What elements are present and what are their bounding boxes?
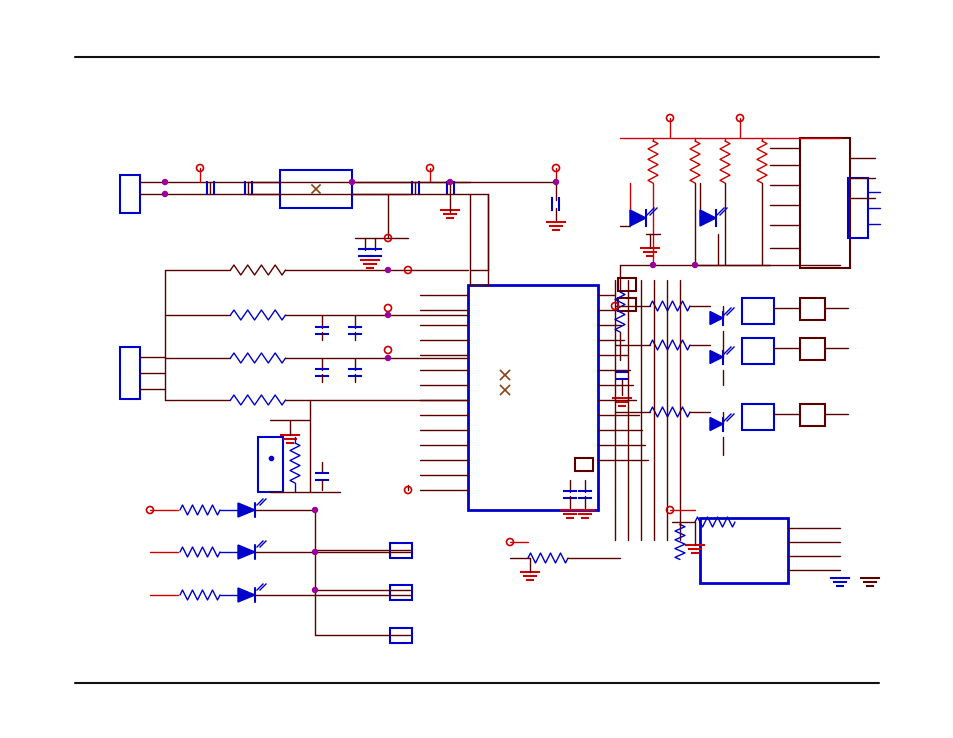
Circle shape [692,263,697,267]
Bar [390,585,412,600]
Circle shape [385,356,390,360]
Polygon shape [709,418,722,430]
Bar [120,175,140,213]
Bar [700,518,787,583]
Circle shape [162,179,168,184]
Circle shape [385,312,390,317]
Bar [257,437,283,492]
Circle shape [553,179,558,184]
Circle shape [349,179,355,184]
Bar [390,628,412,643]
Bar [575,458,593,471]
Circle shape [313,587,317,593]
Bar [800,404,824,426]
Polygon shape [629,210,645,226]
Bar [800,138,849,268]
Bar [800,298,824,320]
Bar [468,285,598,510]
Bar [847,178,867,238]
Polygon shape [709,311,722,325]
Bar [618,278,636,291]
Bar [120,347,140,399]
Bar [390,543,412,558]
Circle shape [447,179,452,184]
Bar [800,338,824,360]
Polygon shape [709,351,722,364]
Bar [741,338,773,364]
Bar [741,298,773,324]
Circle shape [313,508,317,512]
Bar [280,170,352,208]
Circle shape [385,267,390,272]
Polygon shape [237,503,254,517]
Bar [618,298,636,311]
Polygon shape [237,545,254,559]
Circle shape [162,191,168,196]
Circle shape [650,263,655,267]
Bar [741,404,773,430]
Polygon shape [700,210,716,226]
Polygon shape [237,588,254,602]
Circle shape [313,550,317,554]
